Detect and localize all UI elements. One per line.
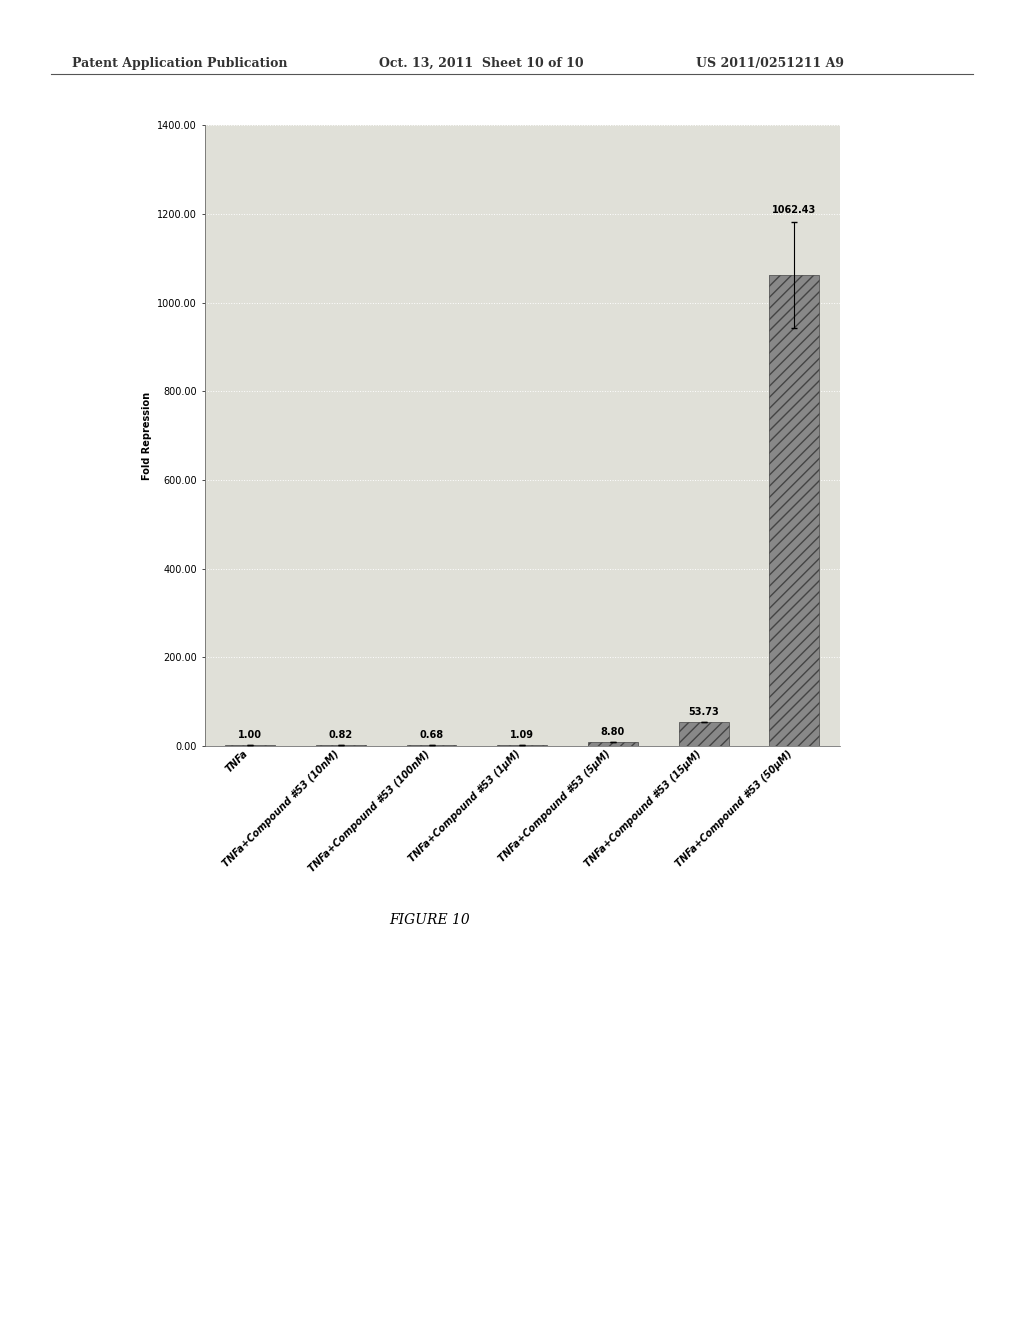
Bar: [679, 722, 729, 746]
Text: 1.09: 1.09: [510, 730, 535, 741]
Text: Patent Application Publication: Patent Application Publication: [72, 57, 287, 70]
Text: 0.68: 0.68: [420, 730, 443, 741]
Text: Oct. 13, 2011  Sheet 10 of 10: Oct. 13, 2011 Sheet 10 of 10: [379, 57, 584, 70]
Text: 1.00: 1.00: [239, 730, 262, 741]
Text: 1062.43: 1062.43: [772, 205, 816, 215]
Bar: [769, 275, 819, 746]
Text: FIGURE 10: FIGURE 10: [390, 913, 470, 927]
Text: 0.82: 0.82: [329, 730, 353, 741]
Text: 8.80: 8.80: [601, 726, 625, 737]
Bar: [588, 742, 638, 746]
Y-axis label: Fold Repression: Fold Repression: [141, 392, 152, 479]
Text: 53.73: 53.73: [688, 706, 719, 717]
Text: US 2011/0251211 A9: US 2011/0251211 A9: [696, 57, 845, 70]
